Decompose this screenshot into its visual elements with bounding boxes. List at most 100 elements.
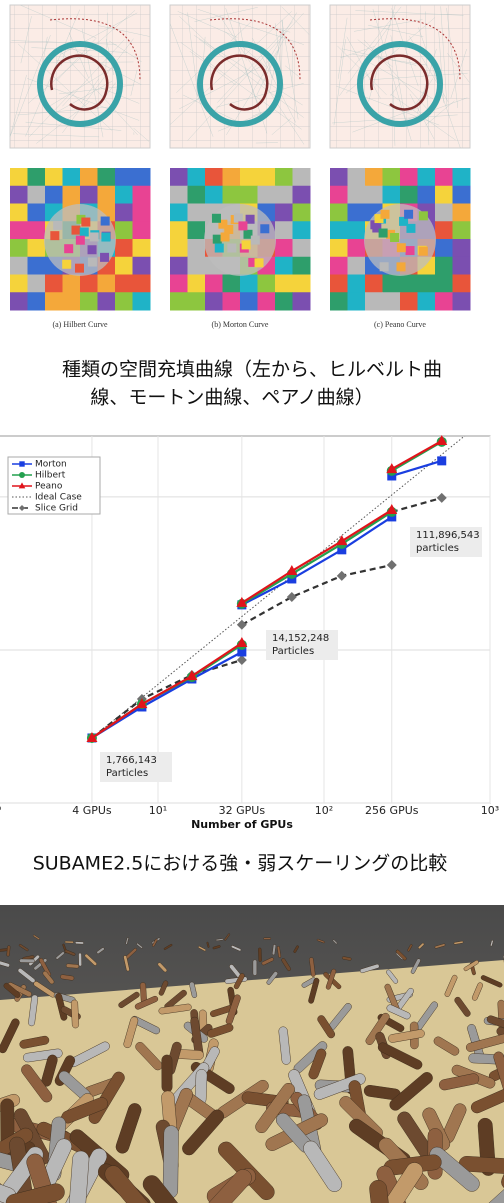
- partition-cell: [115, 186, 133, 204]
- partition-cell: [258, 292, 276, 310]
- partition-cell: [453, 275, 471, 293]
- partition-cell: [435, 168, 453, 186]
- partition-cell: [435, 292, 453, 310]
- x-axis-label: Number of GPUs: [191, 818, 293, 831]
- partition-cell: [435, 239, 453, 257]
- partition-cell: [188, 239, 206, 257]
- partition-cell: [275, 275, 293, 293]
- partition-cell: [10, 292, 28, 310]
- x-tick-label: 32 GPUs: [219, 804, 266, 817]
- partition-cell: [418, 168, 436, 186]
- partition-cell: [453, 257, 471, 275]
- partition-cell: [293, 221, 311, 239]
- legend-label: Hilbert: [35, 471, 66, 481]
- subcaption: (a) Hilbert Curve: [52, 320, 108, 329]
- partition-cell: [80, 292, 98, 310]
- partition-cell: [383, 275, 401, 293]
- figure-1: (a) Hilbert Curve(b) Morton Curve(c) Pea…: [10, 5, 471, 329]
- partition-cell: [215, 244, 224, 253]
- x-tick-label: 10³: [481, 804, 499, 817]
- partition-cell: [348, 221, 366, 239]
- partition-cell: [293, 168, 311, 186]
- partition-cell: [170, 221, 188, 239]
- render-image: [0, 905, 504, 1203]
- annotation: 111,896,543: [416, 530, 480, 541]
- partition-cell: [383, 186, 401, 204]
- partition-cell: [205, 292, 223, 310]
- partition-cell: [380, 210, 389, 219]
- log: [75, 942, 84, 945]
- partition-cell: [275, 239, 293, 257]
- partition-cell: [115, 204, 133, 222]
- log: [65, 941, 74, 943]
- partition-cell: [28, 186, 46, 204]
- partition-cell: [28, 221, 46, 239]
- partition-cell: [251, 236, 260, 245]
- partition-cell: [213, 235, 222, 244]
- partition-cell: [115, 239, 133, 257]
- partition-cell: [188, 292, 206, 310]
- partition-cell: [133, 257, 151, 275]
- partition-cell: [348, 257, 366, 275]
- partition-cell: [71, 226, 80, 235]
- partition-cell: [45, 186, 63, 204]
- document: (a) Hilbert Curve(b) Morton Curve(c) Pea…: [0, 0, 504, 1203]
- partition-cell: [10, 186, 28, 204]
- partition-cell: [238, 221, 247, 230]
- partition-cell: [98, 275, 116, 293]
- partition-cell: [45, 292, 63, 310]
- partition-cell: [406, 246, 415, 255]
- subcaption: (c) Peano Curve: [374, 320, 426, 329]
- partition-cell: [188, 186, 206, 204]
- partition-cell: [397, 243, 406, 252]
- partition-cell: [115, 168, 133, 186]
- partition-cell: [223, 168, 241, 186]
- partition-cell: [275, 292, 293, 310]
- log: [71, 1000, 79, 1028]
- annotation: Particles: [106, 768, 148, 779]
- partition-cell: [275, 257, 293, 275]
- partition-cell: [188, 168, 206, 186]
- partition-cell: [365, 292, 383, 310]
- partition-cell: [63, 168, 81, 186]
- log: [258, 948, 262, 962]
- partition-cell: [258, 275, 276, 293]
- partition-cell: [293, 257, 311, 275]
- partition-cell: [10, 257, 28, 275]
- partition-cell: [240, 186, 258, 204]
- partition-cell: [10, 204, 28, 222]
- partition-cell: [76, 236, 85, 245]
- partition-cell: [348, 275, 366, 293]
- partition-cell: [383, 292, 401, 310]
- partition-cell: [133, 221, 151, 239]
- partition-cell: [260, 224, 269, 233]
- partition-cell: [98, 292, 116, 310]
- partition-cell: [80, 168, 98, 186]
- partition-cell: [80, 227, 89, 236]
- partition-cell: [435, 275, 453, 293]
- partition-cell: [293, 275, 311, 293]
- partition-cell: [115, 275, 133, 293]
- partition-cell: [365, 168, 383, 186]
- partition-cell: [115, 221, 133, 239]
- partition-cell: [75, 264, 84, 273]
- partition-cell: [330, 168, 348, 186]
- log: [162, 1055, 173, 1093]
- partition-cell: [101, 233, 110, 242]
- partition-cell: [100, 253, 109, 262]
- partition-cell: [62, 260, 71, 269]
- partition-cell: [293, 239, 311, 257]
- partition-cell: [88, 245, 97, 254]
- partition-cell: [170, 292, 188, 310]
- legend-label: Slice Grid: [35, 504, 78, 514]
- partition-cell: [28, 257, 46, 275]
- x-tick-label: 10¹: [149, 804, 167, 817]
- partition-cell: [221, 232, 230, 241]
- partition-cell: [28, 275, 46, 293]
- partition-cell: [64, 244, 73, 253]
- partition-cell: [205, 275, 223, 293]
- partition-cell: [205, 168, 223, 186]
- legend-label: Morton: [35, 460, 67, 470]
- partition-cell: [400, 292, 418, 310]
- partition-cell: [348, 292, 366, 310]
